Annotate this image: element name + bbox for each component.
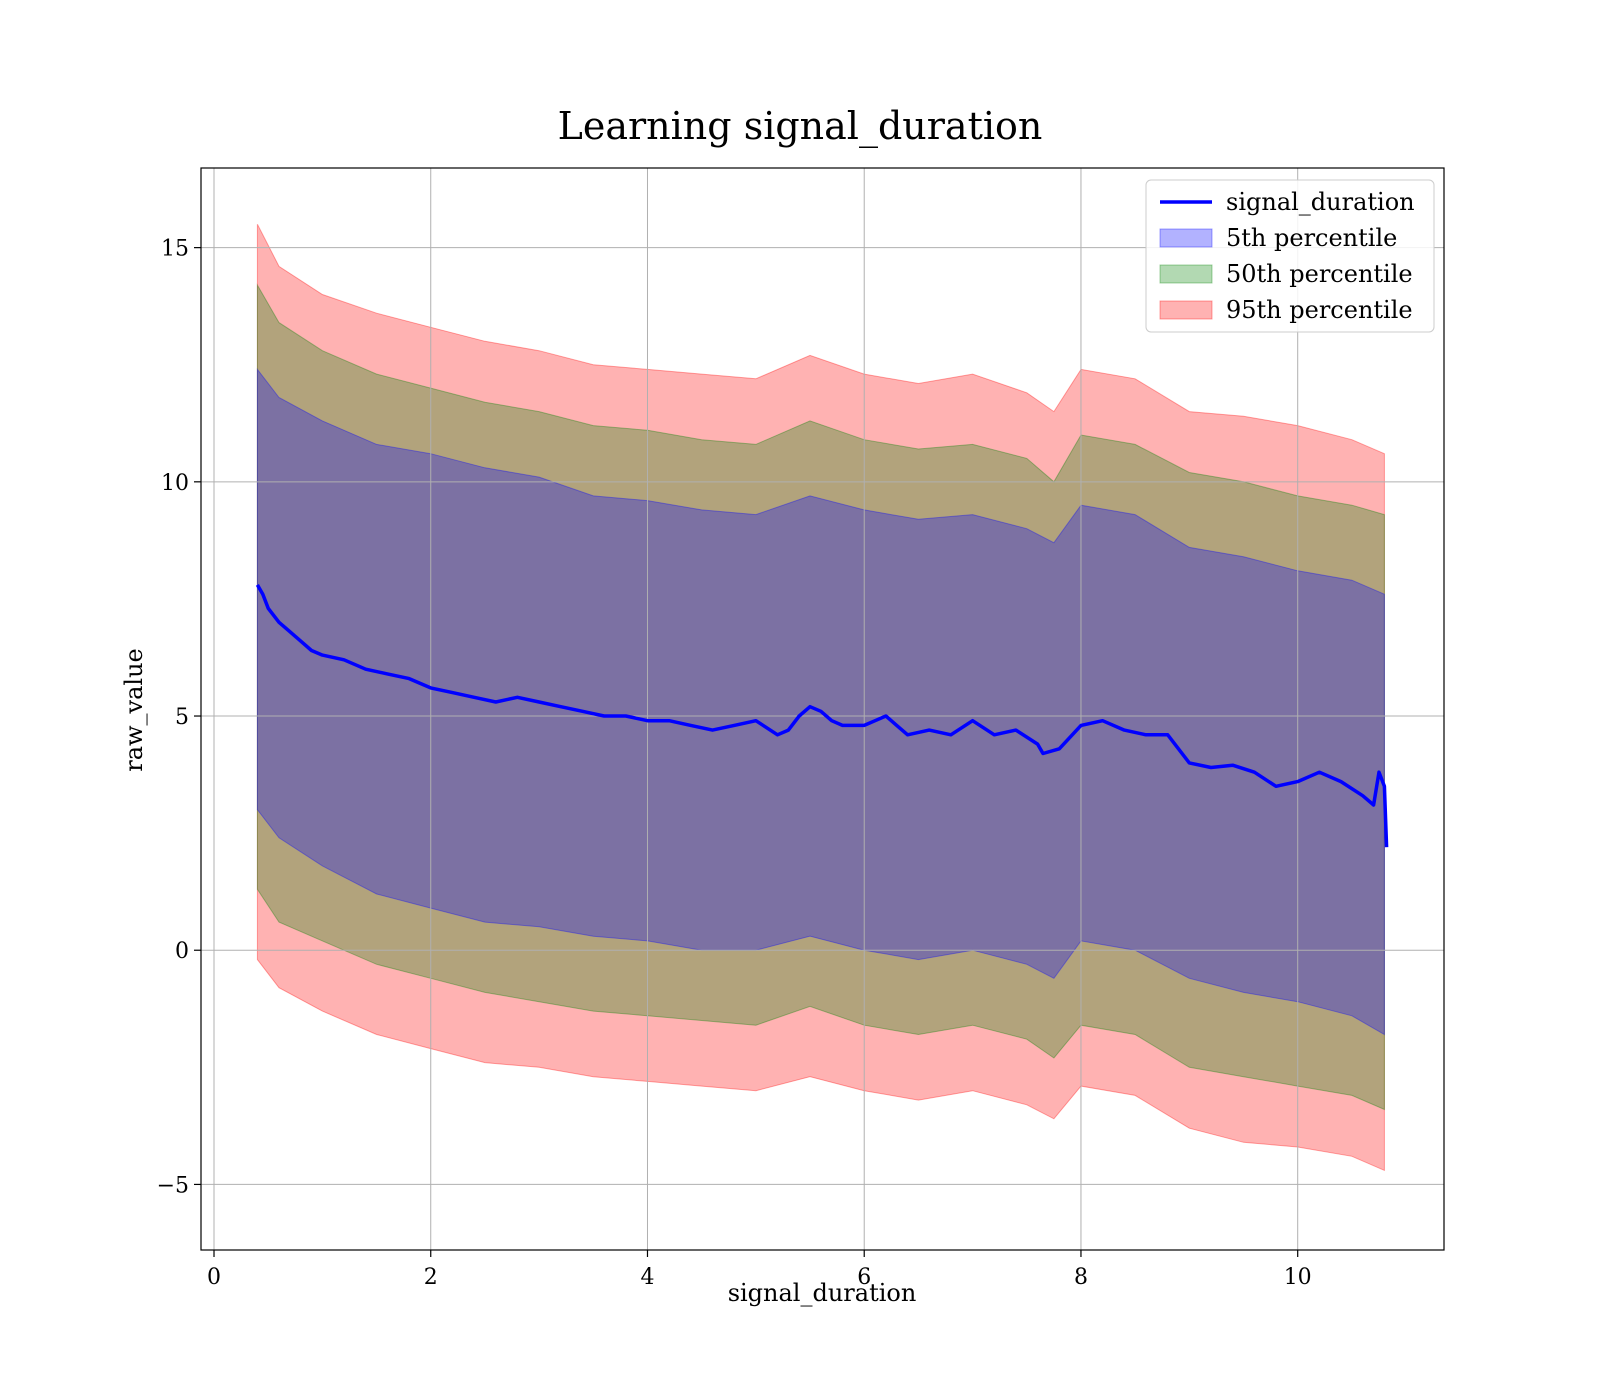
x-tick-label-0: 0: [207, 1265, 221, 1290]
legend-swatch-3: [1159, 300, 1213, 320]
x-tick-label-5: 10: [1284, 1265, 1312, 1290]
chart-title: Learning signal_duration: [558, 104, 1043, 149]
x-tick-label-3: 6: [857, 1265, 871, 1290]
signal-line-layer: [255, 584, 1389, 848]
y-tick-label-1: 0: [175, 939, 189, 964]
plot-frame: [200, 167, 1445, 1251]
x-axis-ticks: 0 2 4 6 8 10: [207, 1250, 1312, 1290]
legend-label-0: signal_duration: [1226, 188, 1415, 216]
percentile-bands: [256, 223, 1385, 1172]
y-axis-label: raw_value: [120, 648, 148, 772]
legend-swatch-2: [1159, 264, 1213, 284]
x-axis-label: signal_duration: [728, 1279, 917, 1307]
y-tick-label-3: 10: [161, 471, 189, 496]
x-tick-label-1: 2: [424, 1265, 438, 1290]
y-axis-ticks: −5 0 5 10 15: [157, 237, 201, 1198]
x-tick-label-2: 4: [640, 1265, 654, 1290]
y-tick-label-2: 5: [175, 705, 189, 730]
legend-label-3: 95th percentile: [1226, 296, 1413, 324]
legend: signal_duration 5th percentile 50th percen…: [1145, 179, 1435, 333]
y-tick-label-4: 15: [161, 237, 189, 262]
x-tick-label-4: 8: [1074, 1265, 1088, 1290]
legend-label-1: 5th percentile: [1226, 224, 1397, 252]
legend-label-2: 50th percentile: [1226, 260, 1413, 288]
legend-box: [1145, 179, 1435, 333]
y-tick-label-0: −5: [157, 1173, 189, 1198]
signal-duration-line: [255, 584, 1389, 848]
legend-swatch-1: [1159, 228, 1213, 248]
